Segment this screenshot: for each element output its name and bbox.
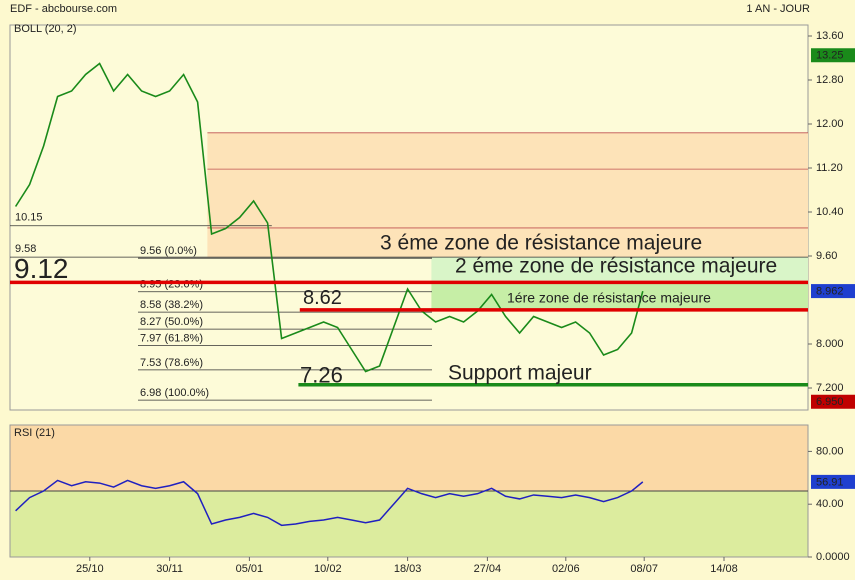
y-tick-label: 12.00	[816, 118, 844, 130]
annotation: 3 éme zone de résistance majeure	[380, 232, 702, 255]
level-label: 9.58	[15, 243, 36, 255]
chart-title: EDF - abcbourse.com	[10, 3, 117, 15]
x-tick-label: 27/04	[474, 563, 502, 575]
annotation: 1ére zone de résistance majeure	[507, 290, 711, 306]
value-badge	[811, 474, 855, 489]
rsi-upper-zone	[10, 425, 808, 492]
x-tick-label: 02/06	[552, 563, 580, 575]
level-label: 10.15	[15, 212, 43, 224]
x-tick-label: 08/07	[630, 563, 658, 575]
fib-label: 8.58 (38.2%)	[140, 299, 203, 311]
y-tick-label: 80.00	[816, 445, 844, 457]
y-tick-label: 8.000	[816, 338, 844, 350]
indicator-label: BOLL (20, 2)	[14, 23, 77, 35]
zone	[207, 132, 808, 258]
annotation: 2 éme zone de résistance majeure	[455, 255, 777, 278]
y-tick-label: 10.40	[816, 206, 844, 218]
fib-label: 7.53 (78.6%)	[140, 357, 203, 369]
fib-label: 8.27 (50.0%)	[140, 316, 203, 328]
y-tick-label: 0.0000	[816, 551, 850, 563]
annotation: Support majeur	[448, 362, 592, 385]
value-badge	[811, 394, 855, 409]
value-badge-label: 8.962	[816, 285, 844, 297]
y-tick-label: 7.200	[816, 382, 844, 394]
y-tick-label: 11.20	[816, 162, 843, 174]
major-level-label: 9.12	[14, 253, 69, 284]
y-tick-label: 40.00	[816, 498, 844, 510]
series-line	[15, 479, 644, 527]
value-badge-label: 6.950	[816, 396, 844, 408]
indicator-label: RSI (21)	[14, 427, 55, 439]
x-tick-label: 14/08	[710, 563, 738, 575]
x-tick-label: 05/01	[236, 563, 264, 575]
x-tick-label: 10/02	[314, 563, 342, 575]
fib-label: 8.95 (23.6%)	[140, 279, 203, 291]
major-level-label: 7.26	[300, 363, 343, 388]
y-tick-label: 12.80	[816, 74, 844, 86]
x-tick-label: 25/10	[76, 563, 104, 575]
x-tick-label: 30/11	[156, 563, 183, 575]
y-tick-label: 9.60	[816, 250, 837, 262]
fib-label: 7.97 (61.8%)	[140, 333, 203, 345]
series-line	[14, 62, 644, 373]
rsi-lower-zone	[10, 491, 808, 557]
value-badge-label: 56.91	[816, 476, 844, 488]
value-badge	[811, 48, 855, 63]
fib-label: 6.98 (100.0%)	[140, 387, 209, 399]
y-tick-label: 13.60	[816, 30, 844, 42]
period: 1 AN - JOUR	[746, 3, 810, 15]
value-badge	[811, 284, 855, 299]
fib-label: 9.56 (0.0%)	[140, 245, 197, 257]
x-tick-label: 18/03	[394, 563, 422, 575]
value-badge-label: 13.25	[816, 50, 844, 62]
zone	[431, 257, 808, 283]
major-level-label: 8.62	[303, 287, 342, 309]
zone	[431, 282, 808, 310]
